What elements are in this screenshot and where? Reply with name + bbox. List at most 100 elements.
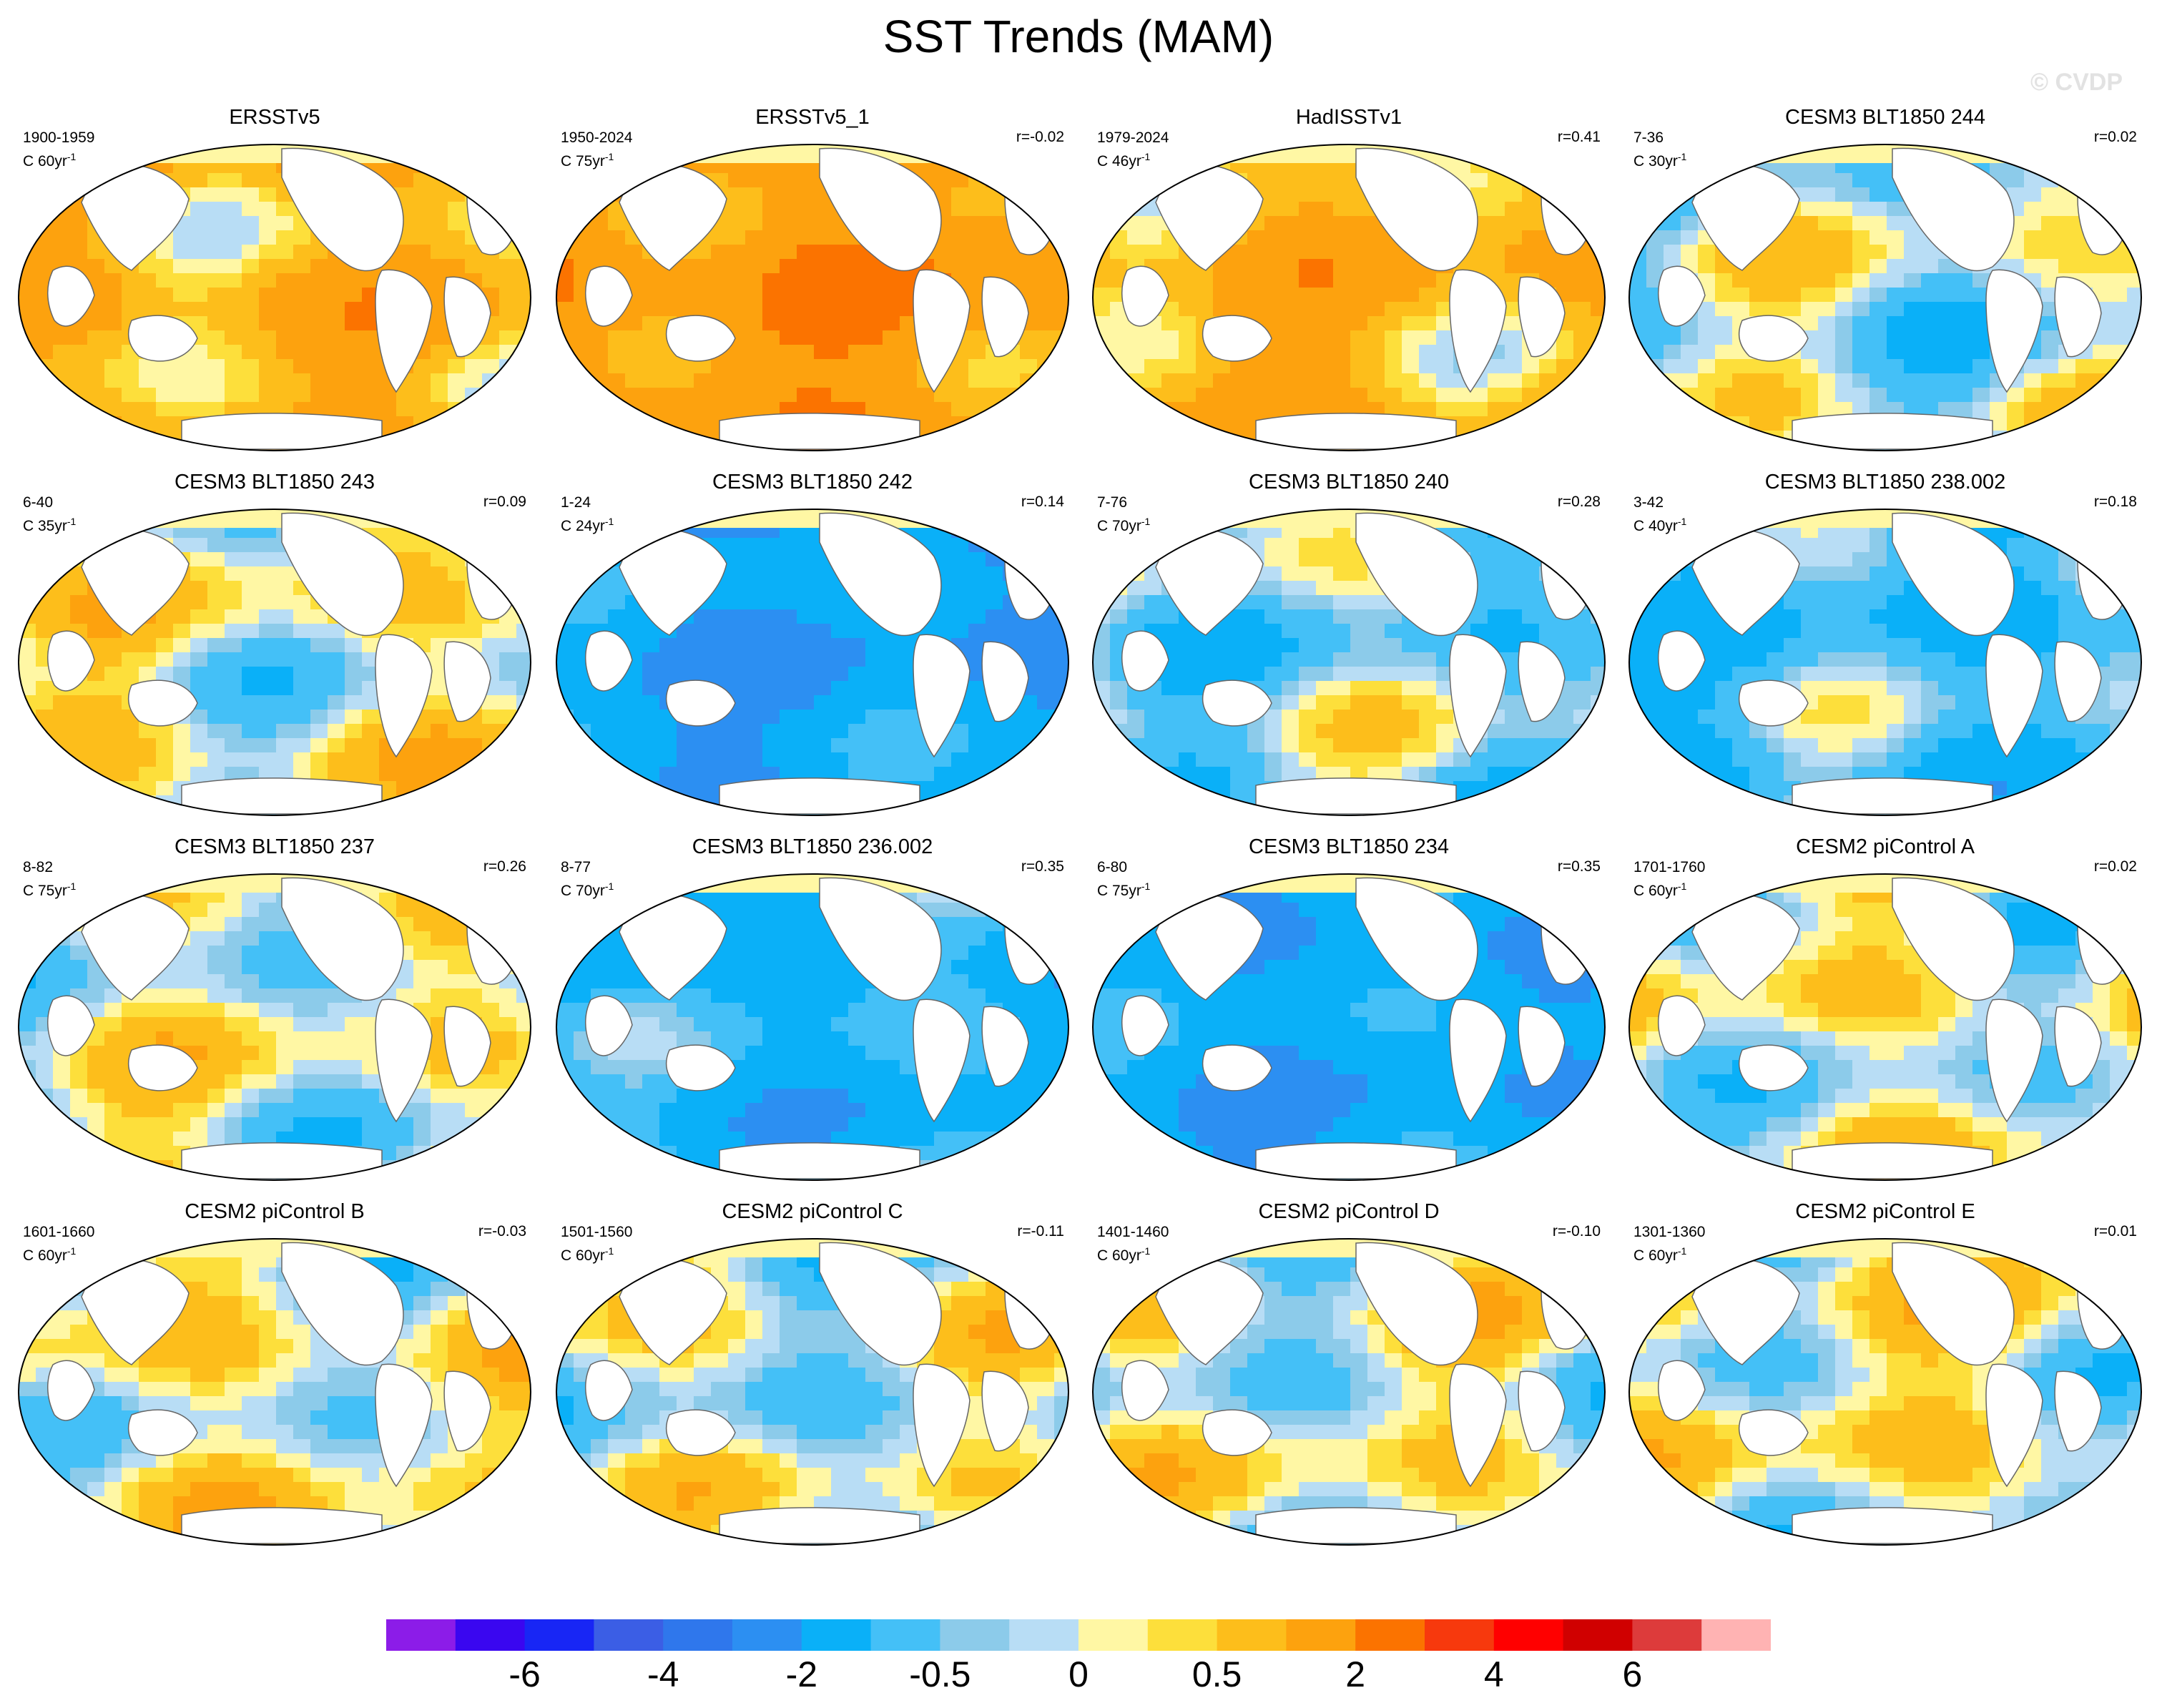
colorbar-bin <box>1078 1619 1149 1651</box>
land-mask <box>1792 1142 1993 1179</box>
land-mask <box>619 529 727 636</box>
period-years: 1701-1760 <box>1633 859 1706 875</box>
pattern-correlation: r=0.35 <box>1021 858 1064 875</box>
land-mask <box>375 1363 433 1488</box>
map-outline <box>18 1238 531 1546</box>
land-mask <box>819 1242 942 1366</box>
land-mask <box>47 995 95 1056</box>
colorbar-bin <box>1563 1619 1633 1651</box>
colorbar-bin <box>524 1619 594 1651</box>
land-mask <box>1658 630 1706 692</box>
map-outline <box>1628 144 2142 451</box>
map-outline <box>18 873 531 1181</box>
panel-period: 1401-1460 C 60yr-1 <box>1097 1223 1169 1265</box>
land-mask <box>719 777 920 815</box>
land-mask <box>819 877 942 1001</box>
map-outline <box>1092 144 1606 451</box>
land-mask <box>913 634 971 758</box>
land-mask <box>2054 641 2102 722</box>
map-panel: CESM3 BLT1850 243 6-40 C 35yr-1 r=0.09 <box>10 471 539 821</box>
colorbar-tick-label: -0.5 <box>909 1654 971 1694</box>
sst-trend-map <box>556 1238 1069 1546</box>
sst-trend-map <box>1628 1238 2142 1546</box>
period-years: 1301-1360 <box>1633 1224 1706 1240</box>
land-mask <box>1892 512 2015 637</box>
trend-units: C 30yr-1 <box>1633 151 1687 170</box>
land-mask <box>585 265 633 327</box>
map-outline <box>556 1238 1069 1546</box>
trend-units: C 60yr-1 <box>23 151 77 170</box>
trend-units: C 46yr-1 <box>1097 151 1151 170</box>
land-mask <box>1355 512 1478 637</box>
sst-trend-map <box>18 509 531 816</box>
map-panel: CESM3 BLT1850 238.002 3-42 C 40yr-1 r=0.18 <box>1621 471 2150 821</box>
colorbar-tick-label: 0 <box>1068 1654 1089 1694</box>
land-mask <box>1255 1507 1457 1544</box>
period-years: 3-42 <box>1633 494 1664 511</box>
colorbar-bin <box>1355 1619 1425 1651</box>
land-mask <box>1449 634 1507 758</box>
land-mask <box>719 1142 920 1179</box>
panel-title: CESM2 piControl E <box>1795 1200 1975 1223</box>
period-years: 7-76 <box>1097 494 1128 511</box>
land-mask <box>1658 265 1706 327</box>
land-mask <box>81 164 190 271</box>
panel-period: 6-80 C 75yr-1 <box>1097 858 1150 900</box>
land-mask <box>1202 679 1272 727</box>
land-mask <box>1985 998 2043 1123</box>
panel-period: 7-36 C 30yr-1 <box>1633 129 1686 171</box>
land-mask <box>2054 1370 2102 1452</box>
land-mask <box>375 998 433 1123</box>
map-panel: CESM3 BLT1850 240 7-76 C 70yr-1 r=0.28 <box>1084 471 1613 821</box>
panel-period: 1701-1760 C 60yr-1 <box>1633 858 1705 900</box>
period-years: 6-40 <box>23 494 54 511</box>
map-panel: CESM2 piControl E 1301-1360 C 60yr-1 r=0.01 <box>1621 1200 2150 1551</box>
colorbar-bin <box>1493 1619 1564 1651</box>
land-mask <box>585 995 633 1056</box>
period-years: 7-36 <box>1633 129 1664 146</box>
panel-title: CESM3 BLT1850 236.002 <box>692 835 933 858</box>
pattern-correlation: r=0.26 <box>483 858 526 875</box>
land-mask <box>665 315 736 362</box>
panel-period: 8-77 C 70yr-1 <box>561 858 614 900</box>
map-outline <box>1092 1238 1606 1546</box>
land-mask <box>47 1360 95 1421</box>
period-years: 1979-2024 <box>1097 129 1169 146</box>
land-mask <box>81 1258 190 1365</box>
sst-trend-map <box>556 873 1069 1181</box>
map-outline <box>18 144 531 451</box>
land-mask <box>1355 147 1478 272</box>
land-mask <box>1892 877 2015 1001</box>
period-years: 6-80 <box>1097 859 1128 875</box>
land-mask <box>1449 269 1507 393</box>
land-mask <box>47 265 95 327</box>
panel-title: CESM3 BLT1850 238.002 <box>1764 471 2006 494</box>
land-mask <box>1518 1006 1566 1087</box>
colorbar-bin <box>801 1619 872 1651</box>
trend-units: C 70yr-1 <box>561 880 614 899</box>
pattern-correlation: r=0.02 <box>2093 129 2137 145</box>
land-mask <box>719 1507 920 1544</box>
land-mask <box>1121 265 1169 327</box>
panel-title: CESM3 BLT1850 244 <box>1785 106 1985 129</box>
land-mask <box>1691 893 1800 1001</box>
colorbar-bin <box>1217 1619 1287 1651</box>
land-mask <box>981 1370 1029 1452</box>
land-mask <box>1738 1044 1809 1091</box>
land-mask <box>619 164 727 271</box>
sst-trend-map <box>556 509 1069 816</box>
land-mask <box>1985 634 2043 758</box>
colorbar <box>386 1619 1771 1651</box>
land-mask <box>1155 893 1264 1001</box>
land-mask <box>1202 315 1272 362</box>
map-panel: CESM2 piControl B 1601-1660 C 60yr-1 r=-0.0… <box>10 1200 539 1551</box>
land-mask <box>913 998 971 1123</box>
pattern-correlation: r=-0.02 <box>1016 129 1064 145</box>
pattern-correlation: r=-0.11 <box>1017 1223 1064 1240</box>
trend-units: C 60yr-1 <box>1633 1245 1687 1264</box>
sst-trend-map <box>18 873 531 1181</box>
trend-units: C 75yr-1 <box>561 151 614 170</box>
map-outline <box>1628 873 2142 1181</box>
period-years: 1601-1660 <box>23 1224 95 1240</box>
period-years: 8-82 <box>23 859 54 875</box>
